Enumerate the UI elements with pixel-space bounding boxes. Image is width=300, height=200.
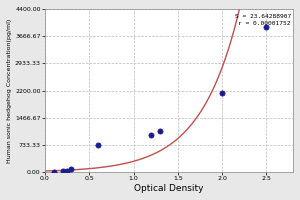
X-axis label: Optical Density: Optical Density [134,184,204,193]
Point [69,168,74,171]
Text: S = 23.64288907
r = 0.00001752: S = 23.64288907 r = 0.00001752 [235,14,291,26]
Point [149,133,154,137]
Point [220,91,225,95]
Y-axis label: Human sonic hedgehog Concentration(pg/ml): Human sonic hedgehog Concentration(pg/ml… [7,18,12,163]
Point [264,26,269,29]
Point [60,170,65,173]
Point [158,130,163,133]
Point [96,143,100,147]
Point [51,170,56,173]
Point [64,169,69,172]
